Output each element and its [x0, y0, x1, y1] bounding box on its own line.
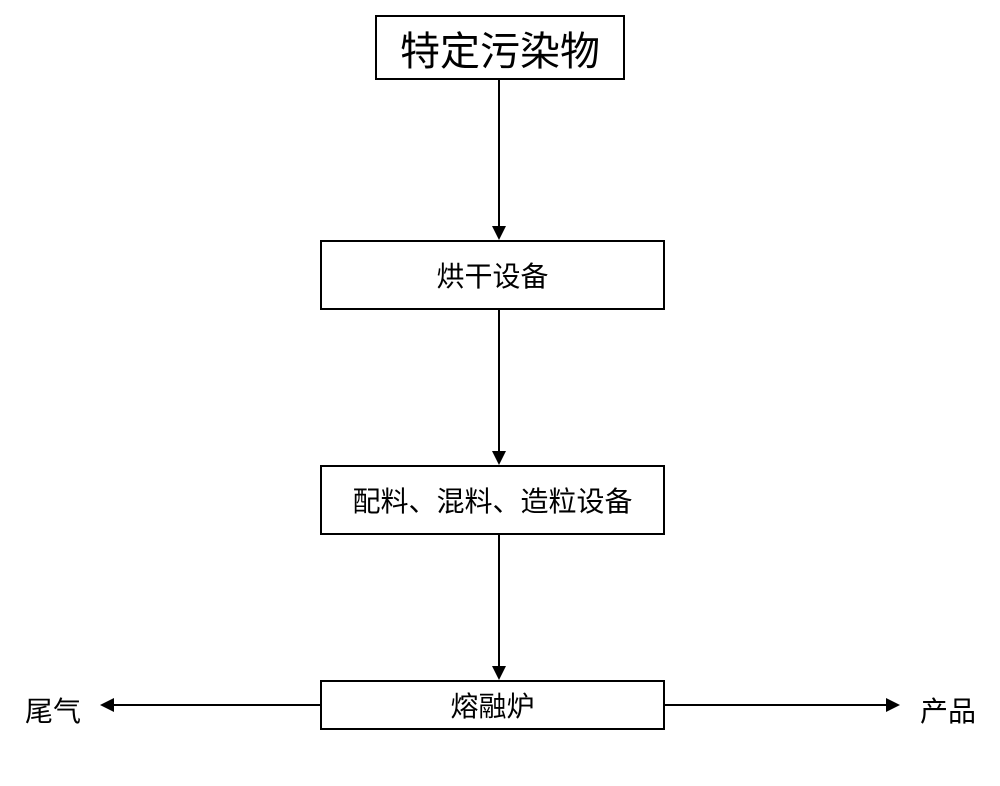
arrow-2-line [498, 310, 500, 453]
arrow-2-head [492, 451, 506, 465]
arrow-right-line [665, 704, 888, 706]
node-furnace-label: 熔融炉 [450, 685, 534, 725]
node-pollutant-label: 特定污染物 [400, 19, 600, 77]
label-product-text: 产品 [920, 697, 976, 728]
node-drying: 烘干设备 [320, 240, 665, 310]
node-mixing-label: 配料、混料、造粒设备 [352, 480, 632, 520]
arrow-right-head [886, 698, 900, 712]
arrow-3-head [492, 666, 506, 680]
arrow-left-head [100, 698, 114, 712]
label-product: 产品 [920, 690, 976, 730]
node-pollutant: 特定污染物 [375, 15, 625, 80]
arrow-left-line [112, 704, 320, 706]
arrow-1-line [498, 80, 500, 228]
node-mixing: 配料、混料、造粒设备 [320, 465, 665, 535]
node-furnace: 熔融炉 [320, 680, 665, 730]
arrow-3-line [498, 535, 500, 668]
label-exhaust: 尾气 [25, 690, 81, 730]
label-exhaust-text: 尾气 [25, 697, 81, 728]
arrow-1-head [492, 226, 506, 240]
node-drying-label: 烘干设备 [436, 255, 548, 295]
